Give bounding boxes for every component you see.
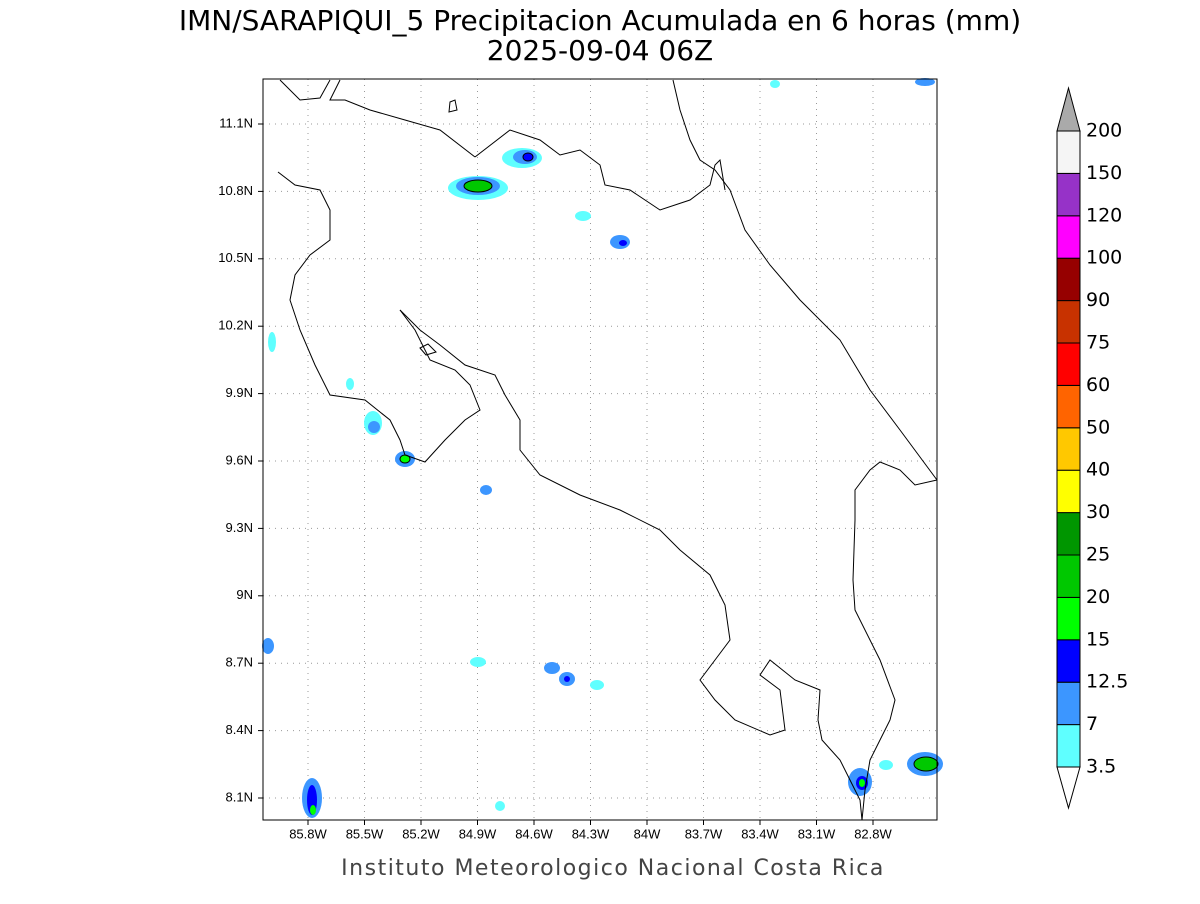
colorbar-box	[1056, 554, 1081, 598]
grid	[263, 79, 937, 820]
lon-tick-label: 84.3W	[572, 826, 610, 841]
colorbar-box	[1056, 724, 1081, 768]
colorbar-label: 60	[1086, 374, 1110, 396]
colorbar-label: 20	[1086, 586, 1110, 608]
colorbar-box	[1056, 384, 1081, 429]
lon-tick-label: 84.9W	[459, 826, 497, 841]
lon-tick-label: 85.5W	[346, 826, 384, 841]
colorbar-over	[1056, 86, 1081, 132]
colorbar-label: 7	[1086, 713, 1098, 735]
lat-tick-label: 8.1N	[226, 789, 253, 804]
colorbar-box	[1056, 681, 1081, 726]
axis-ticks: 85.8W 85.5W 85.2W 84.9W 84.6W 84.3W 84W 83.7W 83…	[218, 115, 892, 841]
colorbar-box	[1056, 342, 1081, 386]
colorbar-box	[1056, 300, 1081, 344]
colorbar-label: 30	[1086, 501, 1110, 523]
lat-tick-label: 9.9N	[226, 385, 253, 400]
lat-tick-label: 10.8N	[218, 183, 253, 198]
lat-tick-label: 11.1N	[219, 115, 253, 130]
colorbar-box	[1056, 512, 1081, 556]
colorbar-label: 12.5	[1086, 671, 1128, 693]
footer: Instituto Meteorologico Nacional Costa R…	[341, 856, 885, 881]
colorbar-under	[1056, 766, 1081, 810]
colorbar-box	[1056, 427, 1081, 471]
colorbar-label: 40	[1086, 459, 1110, 481]
lat-tick-label: 10.5N	[218, 250, 253, 265]
lon-tick-label: 83.4W	[741, 826, 779, 841]
lat-tick-label: 9.6N	[226, 452, 253, 467]
precipitation	[262, 78, 943, 818]
lon-tick-label: 85.8W	[289, 826, 327, 841]
lat-tick-label: 8.4N	[226, 722, 253, 737]
lon-tick-label: 84.6W	[515, 826, 553, 841]
colorbar-label: 75	[1086, 332, 1110, 354]
colorbar-label: 50	[1086, 416, 1110, 438]
lon-tick-label: 82.8W	[854, 826, 892, 841]
colorbar-label: 90	[1086, 289, 1110, 311]
lat-tick-label: 9.3N	[226, 520, 253, 535]
colorbar-label: 15	[1086, 628, 1110, 650]
colorbar-label: 3.5	[1086, 756, 1116, 778]
title: IMN/SARAPIQUI_5 Precipitacion Acumulada …	[179, 4, 1021, 37]
lon-tick-label: 83.7W	[685, 826, 723, 841]
colorbar-label: 120	[1086, 204, 1122, 226]
lon-tick-label: 85.2W	[402, 826, 440, 841]
colorbar-box	[1056, 596, 1081, 641]
subtitle: 2025-09-04 06Z	[487, 34, 713, 67]
colorbar-box	[1056, 469, 1081, 514]
colorbar-box	[1056, 130, 1081, 174]
coastline	[277, 79, 938, 821]
lat-tick-label: 10.2N	[218, 318, 253, 333]
colorbar-box	[1056, 172, 1081, 217]
colorbar-label: 200	[1086, 120, 1122, 142]
colorbar-box	[1056, 639, 1081, 683]
lat-tick-label: 8.7N	[226, 655, 253, 670]
colorbar-box	[1056, 215, 1081, 259]
lat-tick-label: 9N	[236, 587, 253, 602]
lon-tick-label: 84W	[634, 826, 661, 841]
colorbar-box	[1056, 257, 1081, 302]
colorbar-label: 25	[1086, 544, 1110, 566]
colorbar-label: 100	[1086, 247, 1122, 269]
map-frame	[262, 78, 938, 821]
lon-tick-label: 83.1W	[798, 826, 836, 841]
colorbar: 3.5 7 12.5 15 20 25 30 40 50 60 75 90 100 120 150 200	[1056, 86, 1128, 810]
colorbar-label: 150	[1086, 162, 1122, 184]
